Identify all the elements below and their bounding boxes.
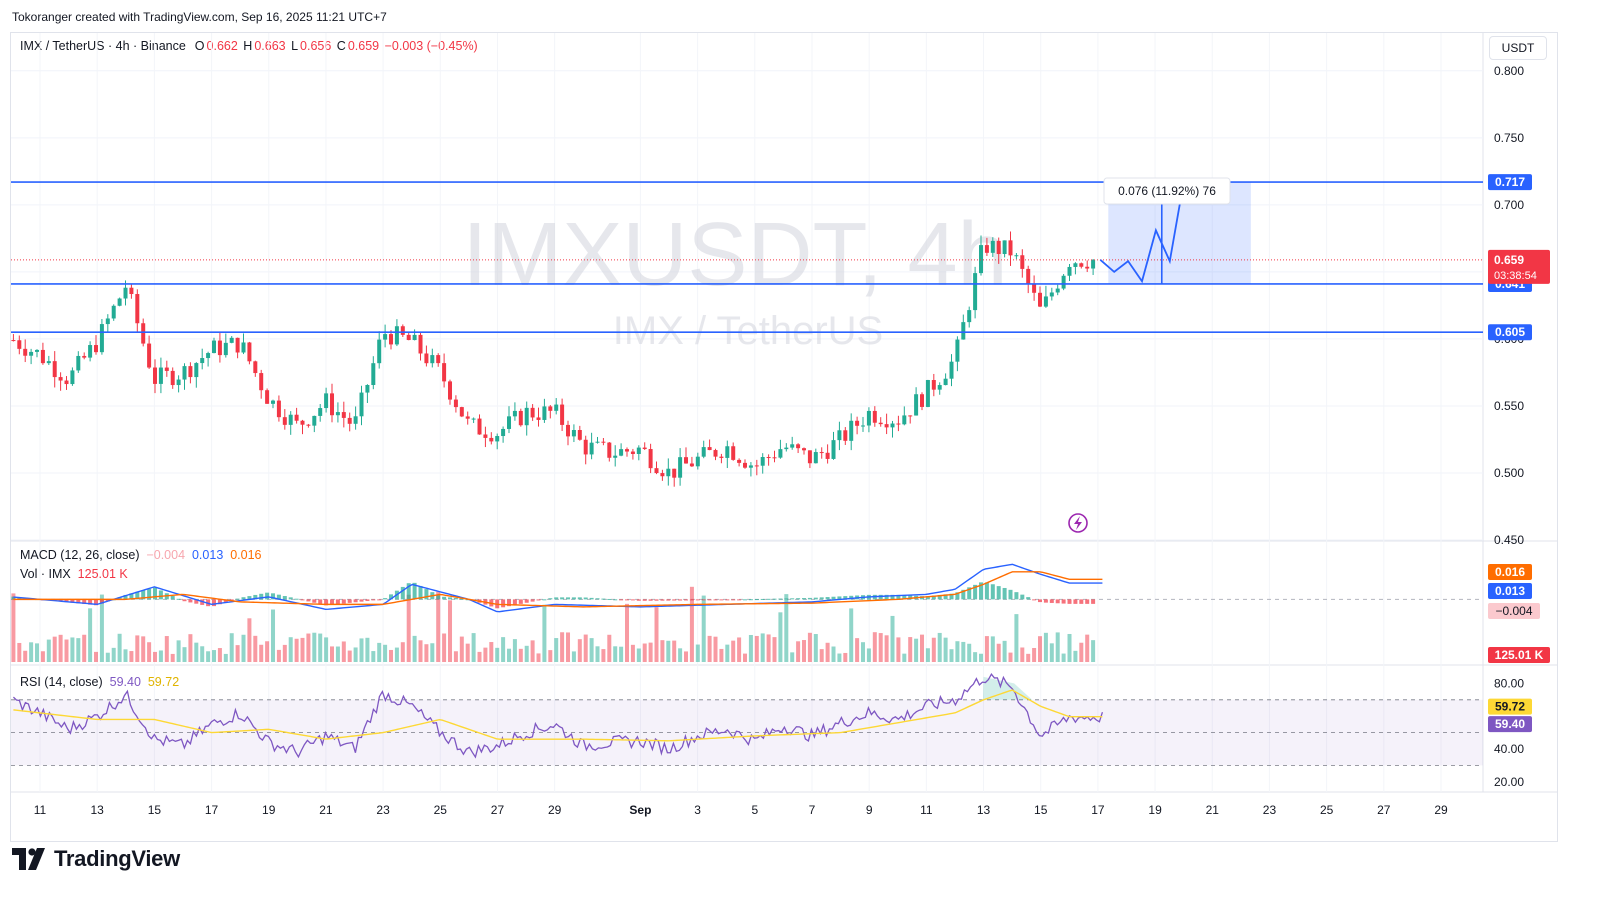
tradingview-logo-icon: [12, 848, 45, 870]
close-value: 0.659: [347, 39, 380, 53]
rsi-ma-value: 59.72: [147, 675, 180, 689]
volume-legend-title: Vol · IMX: [20, 567, 71, 581]
symbol-legend[interactable]: IMX / TetherUS · 4h · Binance O 0.662 H 0.…: [20, 39, 480, 53]
macd-value: 0.013: [191, 548, 224, 562]
macd-signal-value: 0.016: [230, 548, 262, 562]
tradingview-wordmark: TradingView: [54, 846, 180, 871]
change-value: −0.003 (−0.45%): [384, 39, 478, 53]
chart-frame: [10, 32, 1558, 842]
open-label: O: [194, 39, 205, 53]
low-label: L: [291, 39, 299, 53]
high-value: 0.663: [254, 39, 286, 53]
chart-caption: Tokoranger created with TradingView.com,…: [12, 10, 387, 24]
symbol-title: IMX / TetherUS · 4h · Binance: [20, 39, 186, 53]
open-value: 0.662: [206, 39, 238, 53]
low-value: 0.656: [300, 39, 332, 53]
macd-legend[interactable]: MACD (12, 26, close) −0.004 0.013 0.016: [20, 548, 262, 562]
close-label: C: [336, 39, 346, 53]
high-label: H: [243, 39, 253, 53]
rsi-legend-title: RSI (14, close): [20, 675, 103, 689]
rsi-value: 59.40: [109, 675, 141, 689]
volume-legend[interactable]: Vol · IMX 125.01 K: [20, 567, 128, 581]
volume-value: 125.01 K: [77, 567, 128, 581]
macd-legend-title: MACD (12, 26, close): [20, 548, 140, 562]
currency-button[interactable]: USDT: [1489, 36, 1547, 60]
macd-hist-value: −0.004: [146, 548, 186, 562]
rsi-legend[interactable]: RSI (14, close) 59.40 59.72: [20, 675, 179, 689]
tradingview-logo[interactable]: TradingView: [12, 846, 180, 872]
